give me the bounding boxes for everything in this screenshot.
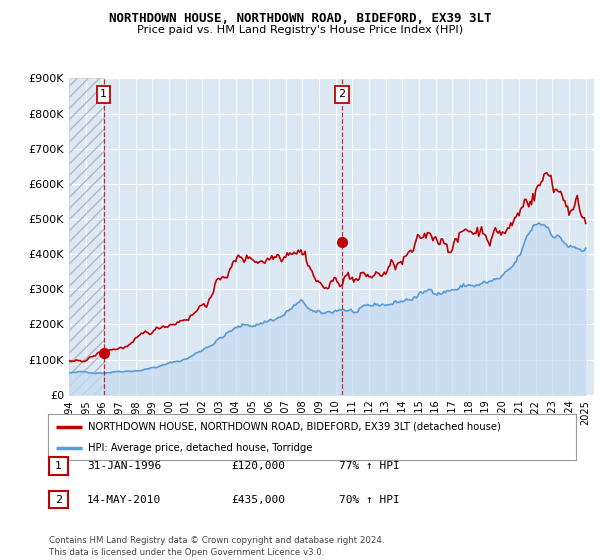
Text: 70% ↑ HPI: 70% ↑ HPI [339, 494, 400, 505]
Text: Contains HM Land Registry data © Crown copyright and database right 2024.
This d: Contains HM Land Registry data © Crown c… [49, 536, 385, 557]
Text: 1: 1 [55, 461, 62, 471]
Text: 14-MAY-2010: 14-MAY-2010 [87, 494, 161, 505]
Text: NORTHDOWN HOUSE, NORTHDOWN ROAD, BIDEFORD, EX39 3LT: NORTHDOWN HOUSE, NORTHDOWN ROAD, BIDEFOR… [109, 12, 491, 25]
Text: £120,000: £120,000 [231, 461, 285, 471]
Text: 31-JAN-1996: 31-JAN-1996 [87, 461, 161, 471]
Text: 77% ↑ HPI: 77% ↑ HPI [339, 461, 400, 471]
Text: HPI: Average price, detached house, Torridge: HPI: Average price, detached house, Torr… [88, 443, 312, 453]
Text: 2: 2 [55, 494, 62, 505]
Text: £435,000: £435,000 [231, 494, 285, 505]
Text: Price paid vs. HM Land Registry's House Price Index (HPI): Price paid vs. HM Land Registry's House … [137, 25, 463, 35]
Text: 2: 2 [338, 90, 346, 100]
Text: NORTHDOWN HOUSE, NORTHDOWN ROAD, BIDEFORD, EX39 3LT (detached house): NORTHDOWN HOUSE, NORTHDOWN ROAD, BIDEFOR… [88, 422, 500, 432]
Text: 1: 1 [100, 90, 107, 100]
